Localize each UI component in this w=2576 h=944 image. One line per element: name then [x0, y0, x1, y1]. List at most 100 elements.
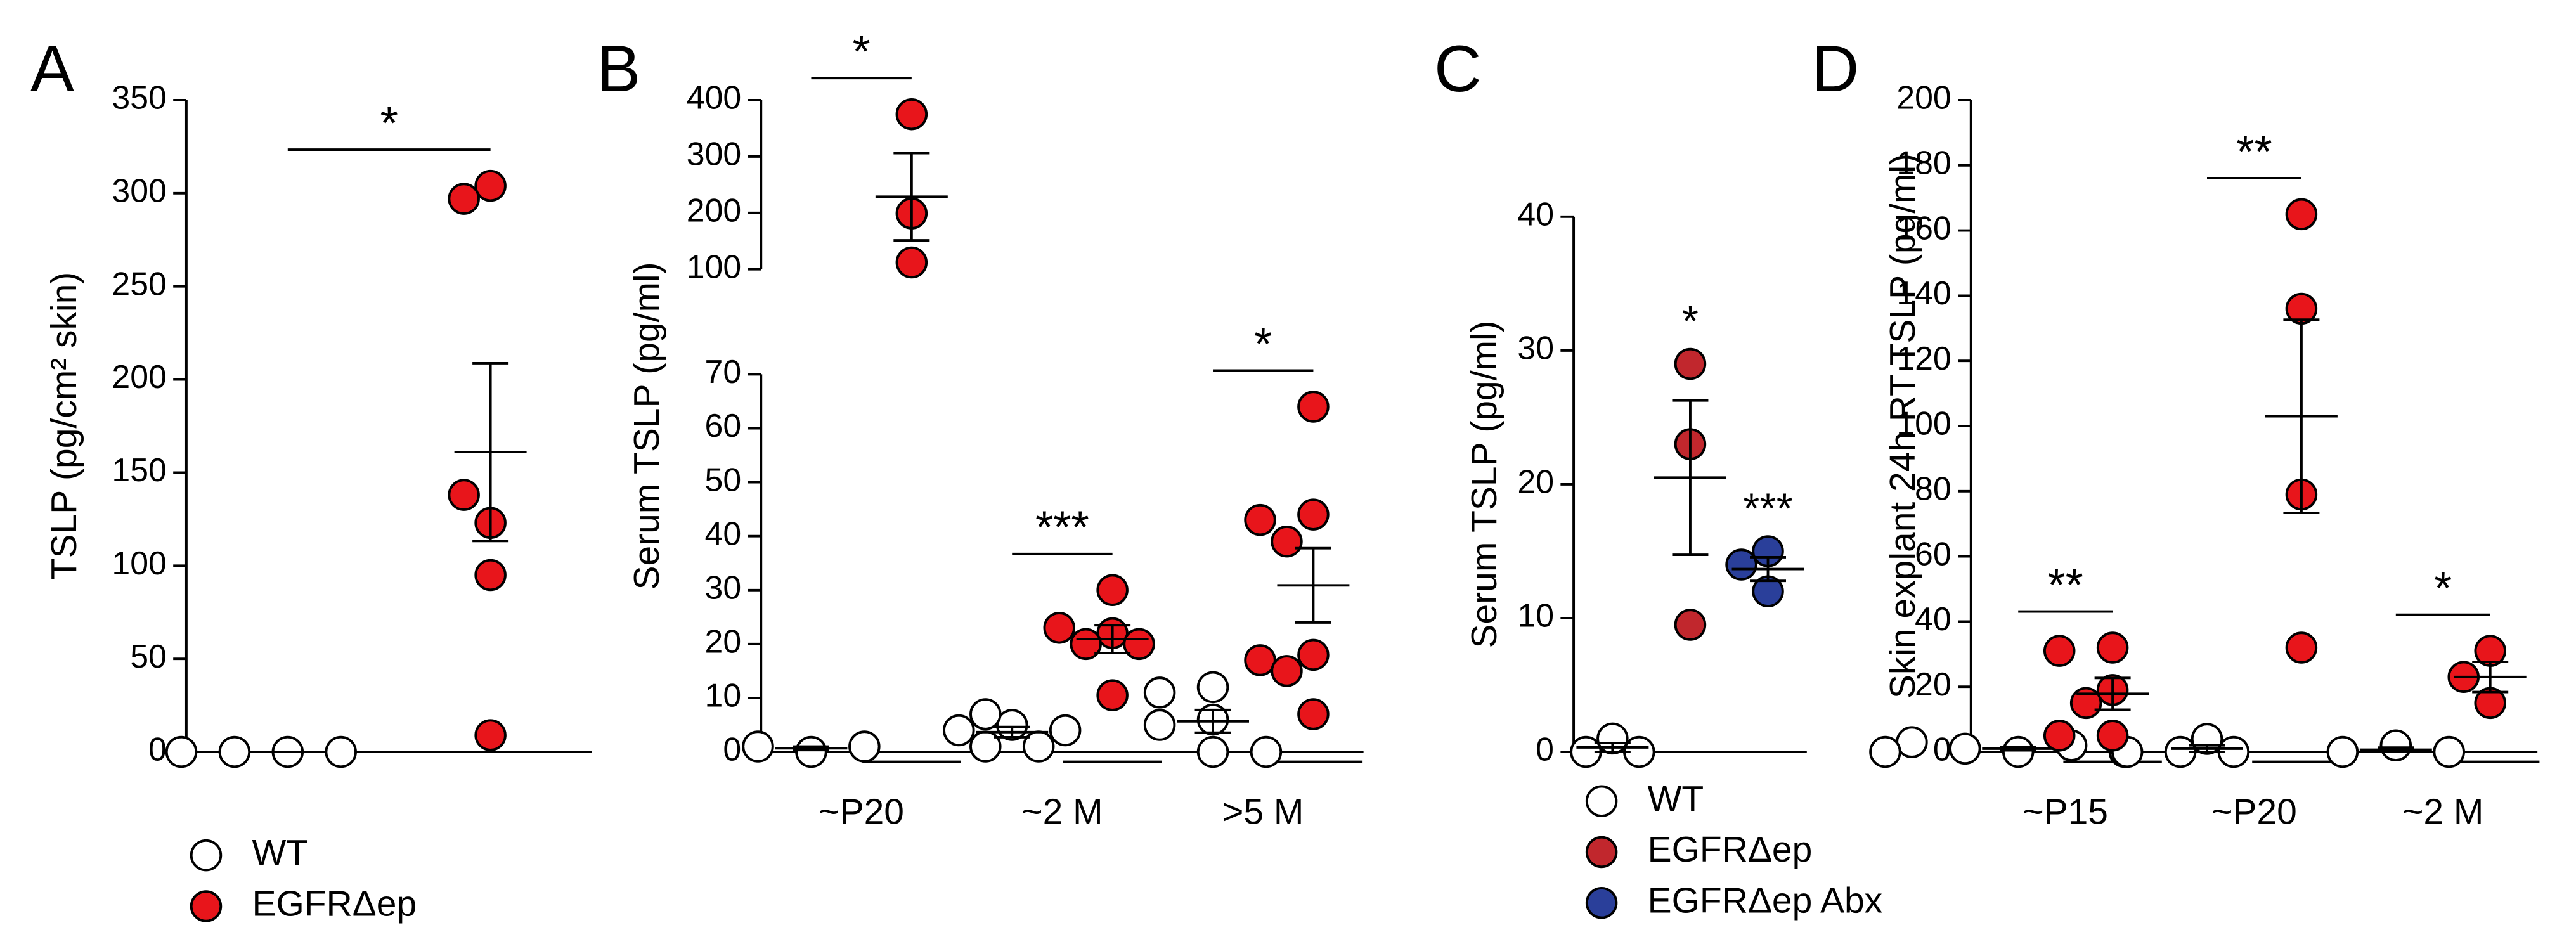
y-tick-label: 140	[1896, 275, 1951, 311]
data-point	[2285, 198, 2318, 231]
legend-marker	[190, 839, 223, 872]
y-tick-label: 10	[705, 677, 742, 714]
data-point	[2096, 720, 2129, 752]
x-tick-label: ~2 M	[1021, 791, 1103, 832]
x-tick-label: ~P20	[819, 791, 904, 832]
significance: *	[1682, 298, 1699, 346]
significance: *	[2434, 563, 2452, 614]
y-tick-label: 60	[1915, 535, 1951, 572]
data-point	[1949, 732, 1981, 765]
data-point	[895, 246, 928, 279]
data-point	[1250, 735, 1283, 768]
y-tick-label: 0	[1536, 731, 1554, 768]
y-tick-label: 20	[705, 623, 742, 660]
x-tick-label: ~2 M	[2402, 791, 2483, 832]
data-point	[474, 559, 507, 592]
data-point	[1725, 548, 1757, 581]
x-tick-label: ~P15	[2023, 791, 2108, 832]
significance: **	[2236, 126, 2272, 178]
y-tick-label: 250	[112, 265, 166, 302]
significance: ***	[1035, 502, 1089, 553]
data-point	[1070, 628, 1102, 661]
y-tick-label: 30	[1517, 330, 1554, 366]
y-tick-label: 300	[687, 136, 741, 172]
significance: *	[853, 26, 871, 77]
y-tick-label: 30	[705, 569, 742, 605]
data-point	[2043, 635, 2076, 667]
data-point	[2379, 729, 2412, 761]
data-point	[1674, 347, 1707, 380]
data-point	[2043, 720, 2076, 752]
panel-letter: B	[597, 32, 640, 105]
data-point	[1049, 714, 1082, 747]
legend-label: WT	[1648, 779, 1704, 819]
y-axis-label: TSLP (pg/cm² skin)	[44, 272, 84, 580]
data-point	[1271, 525, 1303, 558]
data-point	[1143, 676, 1176, 709]
y-axis-label: Skin explant 24h RT TSLP (pg/ml)	[1882, 153, 1923, 699]
y-axis-label: Serum TSLP (pg/ml)	[1464, 320, 1505, 648]
data-point	[474, 169, 507, 202]
data-point	[943, 714, 975, 747]
data-point	[795, 735, 827, 768]
data-point	[1297, 638, 1330, 671]
data-point	[1896, 726, 1928, 758]
data-point	[1096, 574, 1129, 607]
legend-label: EGFRΔep	[252, 883, 417, 924]
data-point	[474, 719, 507, 751]
significance: ***	[1743, 485, 1793, 533]
data-point	[848, 730, 881, 763]
data-point	[1196, 735, 1229, 768]
data-point	[165, 735, 198, 768]
data-point	[1869, 735, 1901, 768]
y-tick-label: 20	[1915, 666, 1951, 702]
data-point	[742, 730, 774, 763]
significance: **	[2047, 559, 2083, 611]
y-tick-label: 40	[705, 515, 742, 552]
y-tick-label: 0	[148, 731, 167, 768]
y-tick-label: 200	[1896, 79, 1951, 116]
legend-label: EGFRΔep	[1648, 829, 1813, 870]
data-point	[1096, 679, 1129, 711]
data-point	[1143, 709, 1176, 741]
y-axis-label: Serum TSLP (pg/ml)	[626, 262, 667, 590]
data-point	[325, 735, 357, 768]
x-tick-label: >5 M	[1222, 791, 1304, 832]
data-point	[1244, 503, 1276, 536]
significance: *	[380, 98, 398, 149]
x-tick-label: ~P20	[2211, 791, 2297, 832]
data-point	[1674, 609, 1707, 641]
data-point	[1043, 612, 1075, 644]
legend-marker	[1585, 887, 1618, 919]
y-tick-label: 160	[1896, 209, 1951, 246]
data-point	[1123, 628, 1155, 661]
y-tick-label: 80	[1915, 470, 1951, 507]
data-point	[1596, 722, 1629, 755]
panel-letter: D	[1812, 32, 1860, 105]
y-tick-label: 180	[1896, 144, 1951, 181]
data-point	[1196, 671, 1229, 704]
panel-letter: C	[1434, 32, 1482, 105]
y-tick-label: 0	[723, 731, 741, 768]
legend-label: EGFRΔep Abx	[1648, 880, 1883, 921]
y-tick-label: 60	[705, 407, 742, 444]
y-tick-label: 70	[705, 353, 742, 390]
data-point	[218, 735, 251, 768]
y-tick-label: 20	[1517, 463, 1554, 500]
y-tick-label: 100	[687, 248, 741, 285]
y-tick-label: 400	[687, 79, 741, 116]
panel-letter: A	[30, 32, 74, 105]
y-tick-label: 0	[1933, 731, 1951, 768]
data-point	[448, 183, 480, 215]
data-point	[2002, 735, 2035, 768]
legend-label: WT	[252, 832, 308, 873]
y-tick-label: 40	[1915, 600, 1951, 637]
data-point	[1271, 655, 1303, 687]
y-tick-label: 300	[112, 172, 166, 209]
y-tick-label: 10	[1517, 597, 1554, 634]
legend-marker	[1585, 836, 1618, 869]
legend-marker	[190, 890, 223, 922]
y-tick-label: 50	[130, 638, 167, 675]
